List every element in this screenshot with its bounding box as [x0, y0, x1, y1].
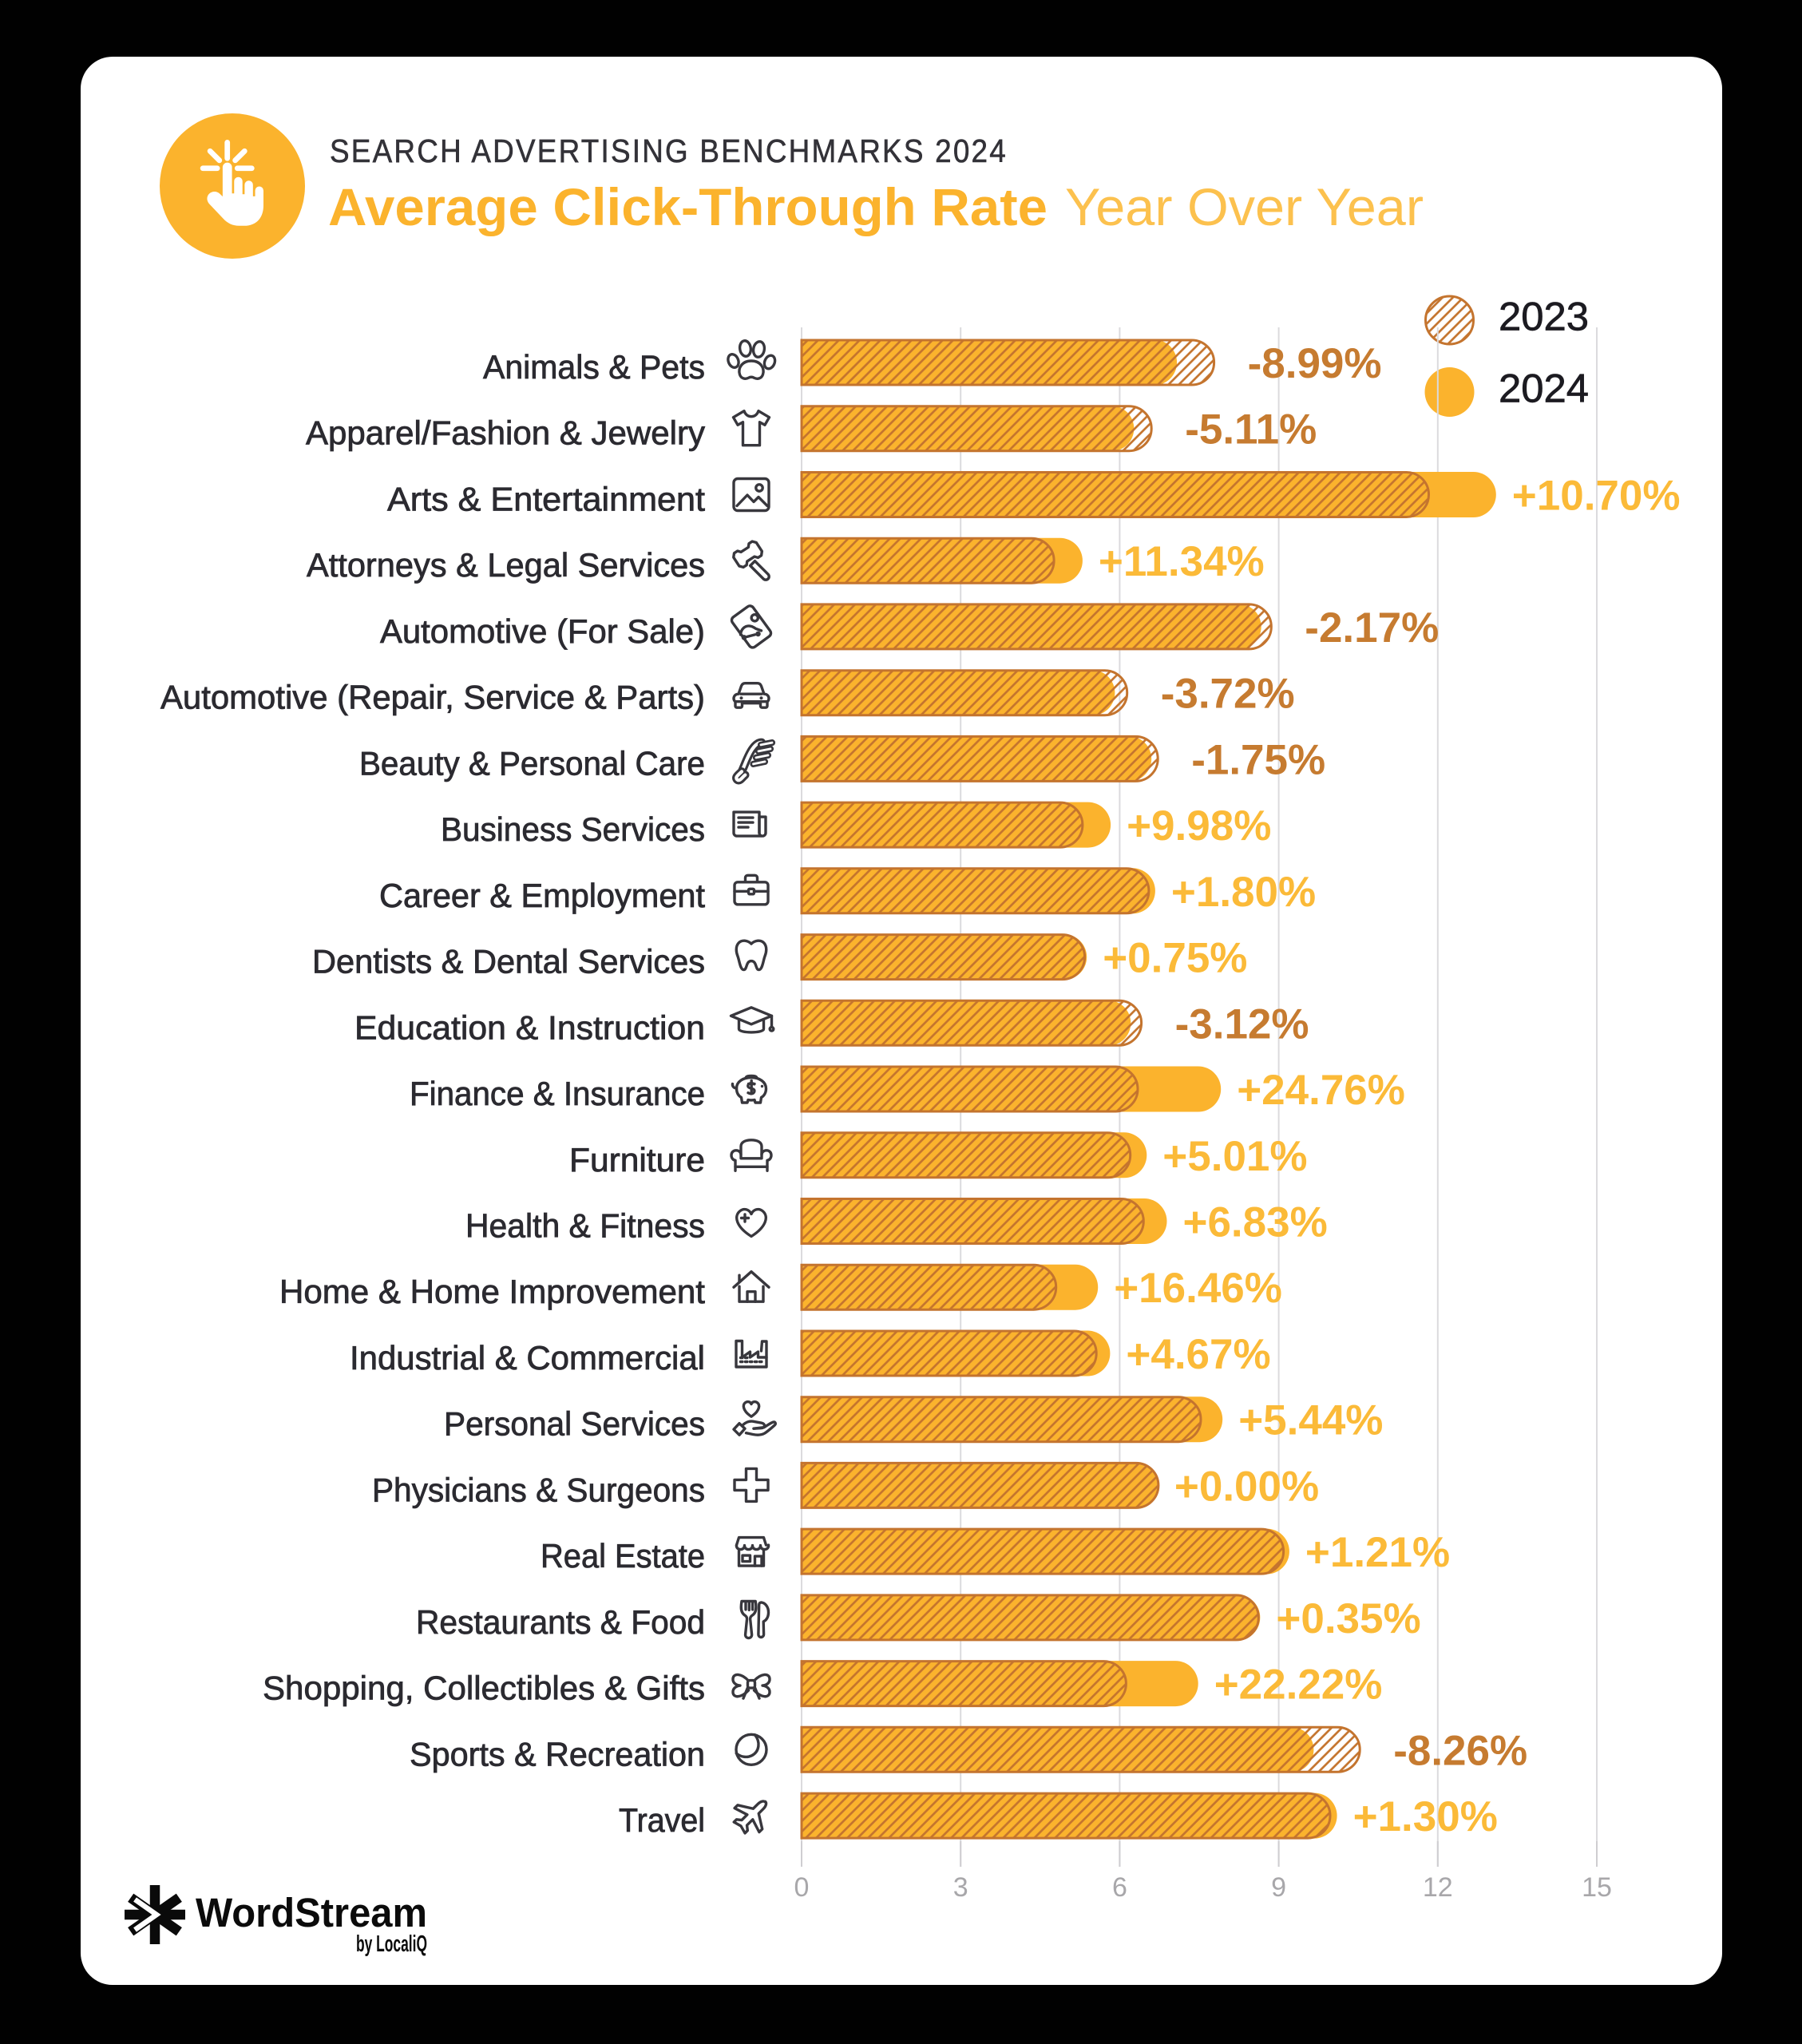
svg-text:-5.11%: -5.11%: [1185, 406, 1317, 454]
svg-text:WordStream: WordStream: [196, 1890, 427, 1935]
svg-text:+6.83%: +6.83%: [1183, 1199, 1328, 1246]
svg-text:Real Estate: Real Estate: [541, 1537, 705, 1575]
svg-text:2024: 2024: [1499, 366, 1589, 411]
svg-text:12: 12: [1423, 1872, 1453, 1903]
svg-text:Physicians & Surgeons: Physicians & Surgeons: [372, 1471, 705, 1508]
svg-text:-8.26%: -8.26%: [1393, 1727, 1527, 1774]
svg-text:SEARCH ADVERTISING BENCHMARKS: SEARCH ADVERTISING BENCHMARKS 2024: [330, 133, 1008, 169]
svg-text:+9.98%: +9.98%: [1127, 802, 1271, 850]
svg-text:-3.12%: -3.12%: [1175, 1000, 1309, 1048]
svg-text:+1.21%: +1.21%: [1305, 1529, 1450, 1576]
svg-text:+4.67%: +4.67%: [1126, 1331, 1270, 1378]
svg-text:+22.22%: +22.22%: [1214, 1662, 1383, 1709]
svg-text:15: 15: [1582, 1872, 1612, 1903]
svg-text:Average Click-Through Rate: Average Click-Through Rate: [328, 177, 1048, 236]
svg-text:0: 0: [794, 1872, 810, 1903]
svg-text:+11.34%: +11.34%: [1099, 538, 1265, 585]
svg-text:+5.44%: +5.44%: [1238, 1397, 1383, 1444]
svg-text:Finance & Insurance: Finance & Insurance: [410, 1075, 705, 1112]
svg-text:+0.35%: +0.35%: [1276, 1595, 1420, 1642]
svg-text:-1.75%: -1.75%: [1191, 736, 1325, 783]
svg-text:+5.01%: +5.01%: [1162, 1133, 1307, 1180]
svg-text:+16.46%: +16.46%: [1114, 1265, 1282, 1312]
svg-text:Business Services: Business Services: [441, 810, 705, 848]
svg-text:9: 9: [1271, 1872, 1286, 1903]
svg-text:+1.30%: +1.30%: [1353, 1793, 1498, 1840]
svg-text:Personal Services: Personal Services: [444, 1405, 705, 1443]
svg-text:Restaurants & Food: Restaurants & Food: [416, 1603, 705, 1641]
svg-text:Arts & Entertainment: Arts & Entertainment: [387, 481, 705, 518]
svg-text:Animals & Pets: Animals & Pets: [483, 348, 705, 386]
svg-text:3: 3: [953, 1872, 968, 1903]
svg-text:Year Over Year: Year Over Year: [1065, 177, 1424, 236]
svg-text:+10.70%: +10.70%: [1512, 473, 1681, 520]
svg-text:Attorneys & Legal Services: Attorneys & Legal Services: [307, 546, 705, 584]
svg-text:+1.80%: +1.80%: [1171, 869, 1316, 916]
svg-text:-3.72%: -3.72%: [1161, 671, 1295, 718]
svg-text:+24.76%: +24.76%: [1237, 1067, 1405, 1114]
svg-text:Industrial & Commercial: Industrial & Commercial: [350, 1339, 705, 1377]
svg-text:Automotive (Repair, Service &: Automotive (Repair, Service & Parts): [160, 679, 705, 716]
svg-text:+0.00%: +0.00%: [1174, 1463, 1319, 1510]
svg-text:Shopping, Collectibles & Gifts: Shopping, Collectibles & Gifts: [263, 1670, 705, 1707]
svg-text:Home & Home Improvement: Home & Home Improvement: [279, 1273, 705, 1310]
svg-text:Travel: Travel: [619, 1801, 705, 1839]
svg-text:Career & Employment: Career & Employment: [379, 877, 705, 914]
svg-text:by LocaliQ: by LocaliQ: [356, 1931, 427, 1957]
svg-text:2023: 2023: [1499, 295, 1589, 339]
svg-text:Sports & Recreation: Sports & Recreation: [410, 1735, 705, 1773]
svg-text:Apparel/Fashion & Jewelry: Apparel/Fashion & Jewelry: [306, 414, 705, 452]
svg-text:Dentists & Dental Services: Dentists & Dental Services: [312, 943, 705, 980]
svg-text:6: 6: [1112, 1872, 1127, 1903]
svg-text:Beauty & Personal Care: Beauty & Personal Care: [359, 744, 705, 782]
svg-text:-2.17%: -2.17%: [1305, 604, 1439, 652]
svg-text:Furniture: Furniture: [569, 1141, 705, 1178]
svg-text:+0.75%: +0.75%: [1103, 935, 1247, 982]
svg-text:-8.99%: -8.99%: [1248, 340, 1382, 387]
svg-text:Automotive (For Sale): Automotive (For Sale): [380, 612, 705, 650]
svg-text:Education & Instruction: Education & Instruction: [354, 1008, 705, 1046]
svg-text:Health & Fitness: Health & Fitness: [465, 1207, 705, 1245]
